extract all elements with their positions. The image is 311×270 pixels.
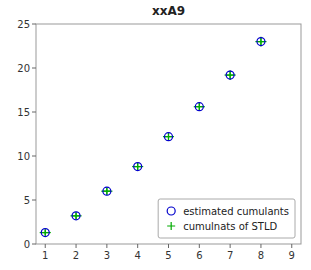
x-tick-label: 5 (165, 250, 171, 261)
x-tick (168, 244, 169, 248)
y-tick (32, 156, 36, 157)
plot-frame (36, 24, 301, 244)
legend-marker (167, 222, 175, 230)
point (257, 38, 265, 46)
y-tick (32, 68, 36, 69)
x-tick (76, 244, 77, 248)
x-tick-label: 3 (104, 250, 110, 261)
y-tick-label: 15 (17, 107, 30, 118)
x-tick-label: 7 (227, 250, 233, 261)
point (165, 133, 173, 141)
legend: estimated cumulants cumulnats of STLD (158, 199, 295, 238)
x-tick (260, 244, 261, 248)
x-tick-label: 9 (289, 250, 295, 261)
point (226, 71, 234, 79)
x-tick-label: 1 (42, 250, 48, 261)
y-tick (32, 244, 36, 245)
y-tick (32, 200, 36, 201)
x-tick (106, 244, 107, 248)
chart: xxA9 1 2 3 4 5 6 7 8 9 0 5 10 15 20 25 estimated cumulan… (0, 0, 311, 270)
y-tick-label: 20 (17, 63, 30, 74)
x-tick (199, 244, 200, 248)
point (226, 71, 234, 79)
y-tick (32, 24, 36, 25)
point (195, 103, 203, 111)
point (103, 187, 111, 195)
legend-frame (158, 199, 295, 238)
point (257, 38, 265, 46)
point (72, 212, 80, 220)
legend-marker (167, 207, 175, 215)
point (165, 133, 173, 141)
point (134, 163, 142, 171)
y-tick-label: 0 (24, 239, 30, 250)
legend-label: cumulnats of STLD (183, 221, 277, 232)
y-tick (32, 112, 36, 113)
x-tick-label: 6 (196, 250, 202, 261)
x-tick (45, 244, 46, 248)
x-tick (291, 244, 292, 248)
y-tick-label: 5 (24, 195, 30, 206)
point (134, 163, 142, 171)
point (103, 187, 111, 195)
point (195, 103, 203, 111)
point (41, 229, 49, 237)
y-tick-label: 25 (17, 19, 30, 30)
x-tick (137, 244, 138, 248)
point (41, 229, 49, 237)
title: xxA9 (152, 4, 185, 18)
x-tick-label: 2 (73, 250, 79, 261)
legend-label: estimated cumulants (183, 206, 289, 217)
x-tick-label: 4 (134, 250, 140, 261)
x-tick (230, 244, 231, 248)
point (72, 212, 80, 220)
y-tick-label: 10 (17, 151, 30, 162)
x-tick-label: 8 (258, 250, 264, 261)
